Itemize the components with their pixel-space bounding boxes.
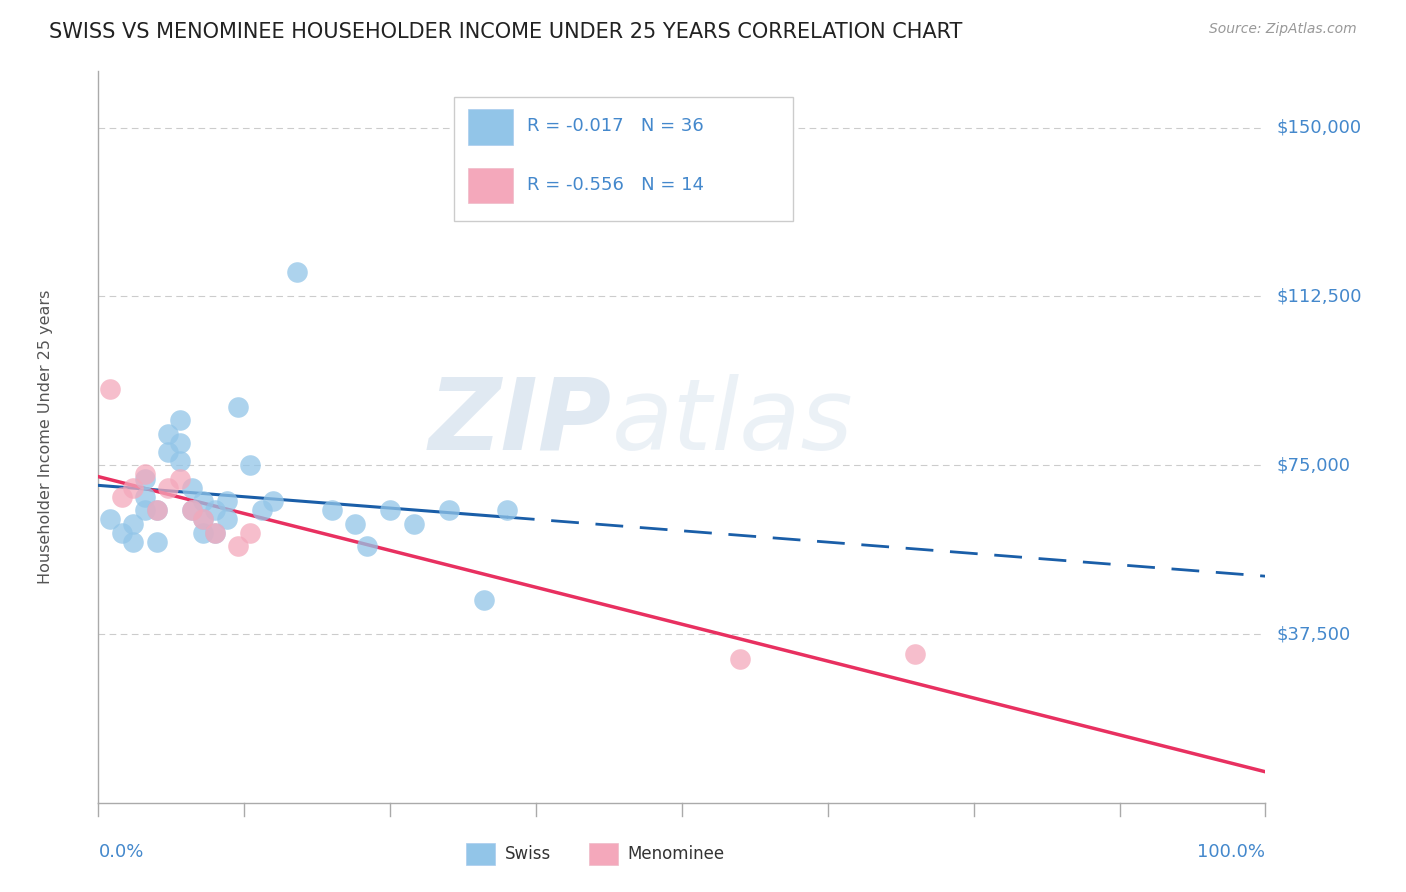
Text: 100.0%: 100.0% [1198, 843, 1265, 861]
Point [157, 426, 180, 441]
Bar [468, 168, 513, 203]
Point [730, 652, 752, 666]
Text: R = -0.017   N = 36: R = -0.017 N = 36 [527, 117, 703, 136]
Text: Householder Income Under 25 years: Householder Income Under 25 years [38, 290, 53, 584]
Point [380, 503, 402, 517]
Point [344, 516, 367, 531]
Point [157, 481, 180, 495]
Bar [468, 110, 513, 145]
Point [215, 494, 238, 508]
Point [180, 481, 202, 495]
Text: $112,500: $112,500 [1277, 287, 1362, 305]
Point [239, 458, 262, 473]
Point [157, 444, 180, 458]
Point [146, 503, 169, 517]
Point [180, 503, 202, 517]
Point [111, 525, 134, 540]
Point [122, 516, 145, 531]
Text: Swiss: Swiss [505, 845, 551, 863]
Point [111, 490, 134, 504]
Point [146, 503, 169, 517]
Point [134, 467, 156, 482]
Text: SWISS VS MENOMINEE HOUSEHOLDER INCOME UNDER 25 YEARS CORRELATION CHART: SWISS VS MENOMINEE HOUSEHOLDER INCOME UN… [49, 22, 963, 42]
Point [239, 525, 262, 540]
Point [169, 453, 191, 467]
Point [321, 503, 343, 517]
Point [356, 539, 378, 553]
Text: $75,000: $75,000 [1277, 456, 1351, 475]
Point [204, 525, 226, 540]
Point [402, 516, 425, 531]
Point [285, 265, 308, 279]
Point [122, 481, 145, 495]
Point [437, 503, 460, 517]
Point [134, 503, 156, 517]
Bar [589, 843, 617, 865]
Point [204, 503, 226, 517]
Point [904, 647, 927, 661]
Point [262, 494, 284, 508]
Point [193, 494, 215, 508]
Point [496, 503, 519, 517]
Text: 0.0%: 0.0% [98, 843, 143, 861]
Text: Source: ZipAtlas.com: Source: ZipAtlas.com [1209, 22, 1357, 37]
FancyBboxPatch shape [454, 97, 793, 221]
Point [215, 512, 238, 526]
Point [193, 512, 215, 526]
Point [180, 503, 202, 517]
Text: R = -0.556   N = 14: R = -0.556 N = 14 [527, 176, 703, 194]
Point [193, 512, 215, 526]
Point [204, 525, 226, 540]
Point [169, 435, 191, 450]
Text: atlas: atlas [612, 374, 853, 471]
Point [146, 534, 169, 549]
Point [228, 400, 250, 414]
Bar [465, 843, 495, 865]
Text: ZIP: ZIP [429, 374, 612, 471]
Point [98, 382, 121, 396]
Point [472, 593, 495, 607]
Point [228, 539, 250, 553]
Point [169, 413, 191, 427]
Text: $150,000: $150,000 [1277, 119, 1361, 136]
Text: Menominee: Menominee [627, 845, 724, 863]
Point [134, 490, 156, 504]
Point [98, 512, 121, 526]
Point [122, 534, 145, 549]
Point [250, 503, 273, 517]
Point [193, 525, 215, 540]
Text: $37,500: $37,500 [1277, 625, 1351, 643]
Point [169, 472, 191, 486]
Point [134, 472, 156, 486]
